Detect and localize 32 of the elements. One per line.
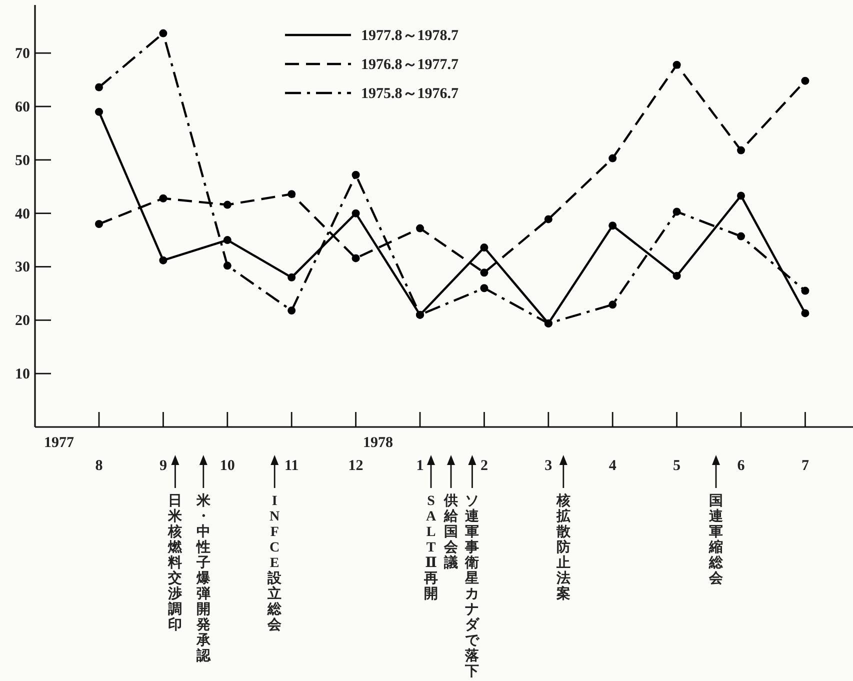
- text: 日米核燃料交渉調印: [168, 494, 182, 633]
- x-tick-label: 9: [159, 458, 167, 474]
- legend-label: 1976.8～1977.7: [361, 57, 459, 73]
- text: 米・中性子爆弾開発承認: [196, 494, 210, 664]
- y-tick-label: 60: [15, 99, 30, 116]
- text: 1978: [363, 435, 393, 451]
- legend-label: 1977.8～1978.7: [361, 28, 459, 44]
- text: ソ連軍事衛星カナダで落下: [465, 494, 480, 680]
- x-tick-label: 8: [95, 458, 103, 474]
- x-tick-label: 4: [608, 458, 617, 474]
- x-tick-label: 5: [673, 458, 681, 474]
- y-tick-label: 10: [15, 366, 30, 383]
- y-tick-label: 40: [15, 206, 30, 222]
- x-tick-label: 3: [544, 458, 552, 474]
- legend-label: 1975.8～1976.7: [361, 86, 459, 102]
- text: SALTⅡ再開: [423, 494, 438, 602]
- x-tick-label: 2: [480, 458, 488, 474]
- x-tick-label: 6: [737, 458, 746, 474]
- x-tick-label: 11: [284, 458, 299, 474]
- text: INFCE設立総会: [268, 494, 282, 633]
- y-tick-label: 30: [15, 260, 30, 276]
- x-tick-label: 7: [801, 458, 810, 474]
- x-tick-label: 1: [416, 458, 424, 474]
- text: 核拡散防止法案: [555, 493, 572, 602]
- x-tick-label: 10: [220, 458, 235, 474]
- y-tick-label: 50: [15, 152, 30, 169]
- text: 1977: [44, 435, 74, 451]
- y-tick-label: 20: [15, 313, 30, 330]
- text: 供給国会議: [443, 493, 459, 571]
- x-tick-label: 12: [348, 458, 364, 474]
- y-tick-label: 70: [15, 46, 30, 62]
- text: 国連軍縮総会: [708, 493, 724, 586]
